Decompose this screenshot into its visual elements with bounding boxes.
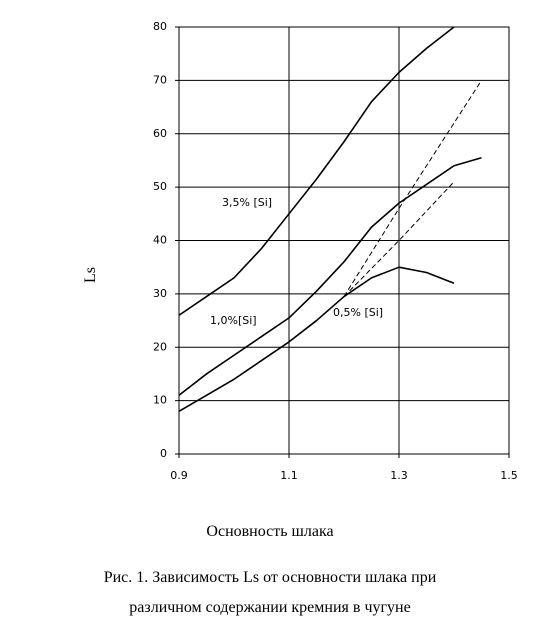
x-tick-label: 1.5 bbox=[500, 469, 518, 482]
caption: различном содержании кремния в чугуне bbox=[129, 599, 410, 616]
y-axis-label: Ls bbox=[82, 267, 99, 283]
y-tick-label: 10 bbox=[153, 394, 167, 407]
x-tick-label: 1.3 bbox=[390, 469, 408, 482]
line bbox=[178, 266, 455, 412]
y-tick-label: 20 bbox=[153, 340, 167, 353]
y-tick-label: 30 bbox=[153, 287, 167, 300]
dashed-line bbox=[343, 181, 455, 297]
x-tick-label: 0.9 bbox=[170, 469, 188, 482]
y-tick-label: 0 bbox=[160, 447, 167, 460]
y-tick-label: 70 bbox=[153, 73, 167, 86]
line bbox=[178, 26, 455, 316]
y-tick-label: 60 bbox=[153, 127, 167, 140]
series-label: 0,5% [Si] bbox=[333, 306, 383, 319]
dashed-line bbox=[343, 80, 482, 297]
x-tick-label: 1.1 bbox=[280, 469, 298, 482]
series-label: 1,0%[Si] bbox=[210, 314, 257, 327]
caption: Рис. 1. Зависимость Ls от основности шла… bbox=[104, 569, 437, 586]
x-axis-label: Основность шлака bbox=[206, 523, 333, 540]
y-tick-label: 40 bbox=[153, 234, 167, 247]
series-label: 3,5% [Si] bbox=[222, 196, 272, 209]
y-tick-label: 80 bbox=[153, 20, 167, 33]
y-tick-label: 50 bbox=[153, 180, 167, 193]
line bbox=[178, 157, 482, 396]
